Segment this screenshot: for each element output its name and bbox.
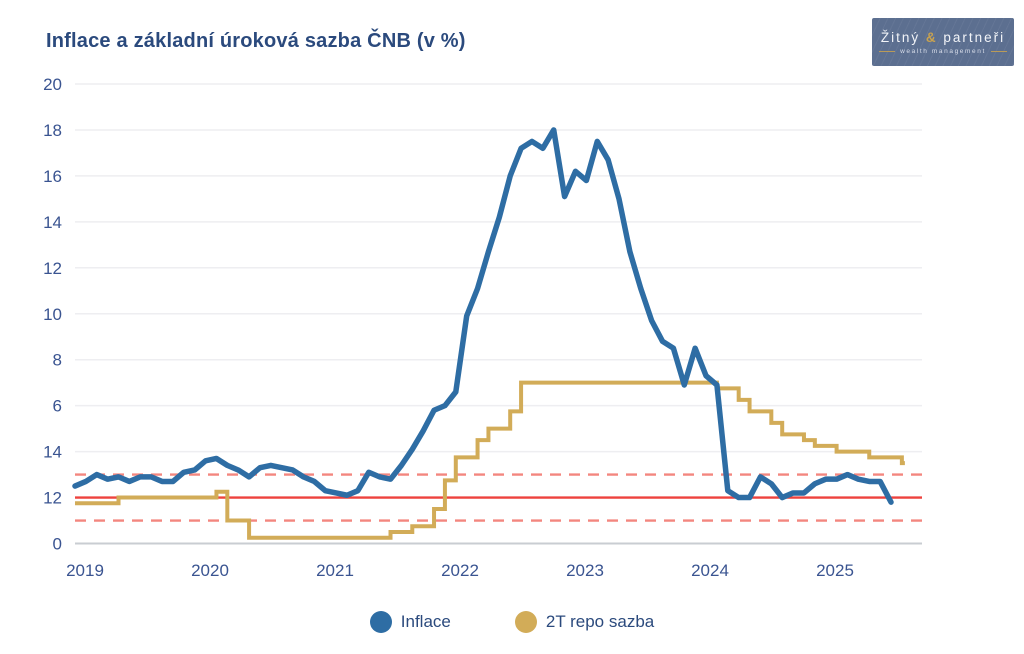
inflation-line: [72, 127, 894, 505]
tagline-dash-right: [990, 50, 1007, 52]
legend-label-inflace: Inflace: [400, 612, 451, 631]
y-tick-label: 0: [53, 535, 62, 554]
x-tick-label: 2019: [66, 561, 104, 580]
brand-tagline-row: wealth management: [879, 48, 1007, 55]
tagline-dash-left: [879, 50, 896, 52]
repo-rate-line: [75, 380, 905, 540]
x-tick-label: 2025: [816, 561, 854, 580]
x-tick-label: 2020: [191, 561, 229, 580]
y-tick-label: 18: [43, 121, 62, 140]
brand-name-second: partneři: [943, 29, 1006, 45]
brand-name-first: Žitný: [880, 29, 921, 45]
legend-label-repo: 2T repo sazba: [545, 612, 655, 631]
y-tick-label: 20: [43, 75, 62, 94]
legend-dot-inflace: [369, 611, 392, 633]
y-tick-label: 10: [43, 305, 62, 324]
y-tick-label: 6: [53, 397, 62, 416]
y-tick-label: 14: [43, 443, 62, 462]
brand-logo: Žitný & partneři wealth management: [872, 18, 1014, 66]
chart-legend: Inflace 2T repo sazba: [0, 604, 1024, 640]
brand-ampersand: &: [925, 29, 938, 45]
x-tick-label: 2021: [316, 561, 354, 580]
x-tick-label: 2023: [566, 561, 604, 580]
x-tick-label: 2022: [441, 561, 479, 580]
chart-title: Inflace a základní úroková sazba ČNB (v …: [46, 30, 466, 52]
y-tick-label: 14: [43, 213, 62, 232]
x-tick-label: 2024: [691, 561, 729, 580]
y-tick-label: 8: [53, 351, 62, 370]
brand-name: Žitný & partneři: [881, 30, 1005, 45]
legend-dot-repo: [514, 611, 537, 633]
legend-item-repo: 2T repo sazba: [514, 611, 655, 633]
y-tick-label: 12: [43, 259, 62, 278]
y-tick-label: 12: [43, 489, 62, 508]
legend-item-inflace: Inflace: [369, 611, 451, 633]
y-tick-label: 16: [43, 167, 62, 186]
brand-tagline: wealth management: [900, 47, 986, 55]
